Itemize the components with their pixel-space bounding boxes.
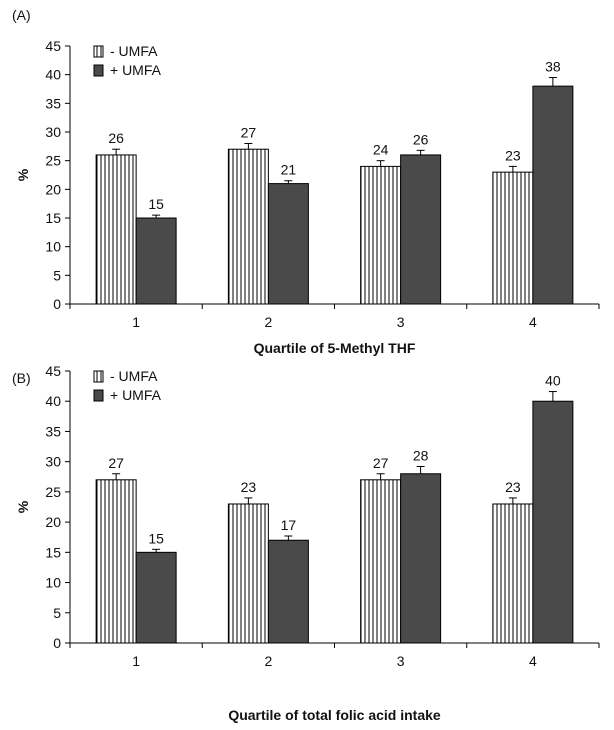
y-tick-label: 15 <box>45 210 61 226</box>
panel-label: (B) <box>12 370 31 386</box>
bar-minus-umfa <box>95 479 137 644</box>
bar-value-label: 40 <box>545 373 561 389</box>
legend-swatch <box>93 45 104 58</box>
x-tick-label: 2 <box>264 314 272 330</box>
y-axis-title: % <box>15 500 31 513</box>
x-tick-label: 3 <box>397 653 405 669</box>
bar-minus-umfa <box>227 148 269 305</box>
legend-label: - UMFA <box>110 368 158 384</box>
x-tick-label: 2 <box>264 653 272 669</box>
y-tick-label: 0 <box>53 296 61 312</box>
bar-plus-umfa <box>135 217 177 305</box>
y-tick-label: 45 <box>45 363 61 379</box>
y-tick-label: 30 <box>45 454 61 470</box>
bar-value-label: 28 <box>413 448 429 464</box>
bar-value-label: 21 <box>281 162 297 178</box>
y-tick-label: 15 <box>45 544 61 560</box>
bar-plus-umfa <box>532 400 574 644</box>
bar-plus-umfa <box>532 85 574 305</box>
bar-value-label: 15 <box>148 196 164 212</box>
y-tick-label: 20 <box>45 514 61 530</box>
bar-minus-umfa <box>360 165 402 305</box>
legend-label: + UMFA <box>110 387 162 403</box>
bar-value-label: 23 <box>505 479 521 495</box>
y-tick-label: 35 <box>45 423 61 439</box>
x-tick-label: 4 <box>529 653 537 669</box>
bar-value-label: 27 <box>108 455 124 471</box>
bar-plus-umfa <box>267 183 309 305</box>
bar-value-label: 26 <box>108 130 124 146</box>
y-tick-label: 20 <box>45 181 61 197</box>
panel-label: (A) <box>12 7 31 23</box>
bar-minus-umfa <box>227 503 269 644</box>
bar-plus-umfa <box>135 551 177 644</box>
x-tick-label: 1 <box>132 653 140 669</box>
legend-label: + UMFA <box>110 62 162 78</box>
bar-plus-umfa <box>400 473 442 644</box>
bar-value-label: 15 <box>148 530 164 546</box>
bar-value-label: 23 <box>241 479 257 495</box>
y-tick-label: 25 <box>45 153 61 169</box>
bar-value-label: 23 <box>505 147 521 163</box>
legend-swatch <box>93 370 104 383</box>
y-tick-label: 45 <box>45 38 61 54</box>
bar-plus-umfa <box>400 154 442 305</box>
bar-value-label: 27 <box>241 124 257 140</box>
y-tick-label: 5 <box>53 267 61 283</box>
bar-minus-umfa <box>95 154 137 305</box>
bar-value-label: 17 <box>281 517 297 533</box>
bar-minus-umfa <box>360 479 402 644</box>
y-tick-label: 35 <box>45 95 61 111</box>
y-tick-label: 40 <box>45 393 61 409</box>
y-tick-label: 25 <box>45 484 61 500</box>
x-tick-label: 1 <box>132 314 140 330</box>
legend-swatch <box>93 389 104 402</box>
y-tick-label: 10 <box>45 239 61 255</box>
legend-swatch <box>93 64 104 77</box>
bar-value-label: 26 <box>413 131 429 147</box>
y-tick-label: 40 <box>45 67 61 83</box>
x-axis-title: Quartile of 5-Methyl THF <box>254 340 416 356</box>
y-tick-label: 10 <box>45 575 61 591</box>
bar-value-label: 27 <box>373 455 389 471</box>
x-axis-title: Quartile of total folic acid intake <box>228 707 441 723</box>
bar-plus-umfa <box>267 539 309 644</box>
x-tick-label: 3 <box>397 314 405 330</box>
bar-minus-umfa <box>492 503 534 644</box>
bar-value-label: 38 <box>545 59 561 75</box>
y-tick-label: 30 <box>45 124 61 140</box>
x-tick-label: 4 <box>529 314 537 330</box>
y-axis-title: % <box>15 168 31 181</box>
y-tick-label: 0 <box>53 635 61 651</box>
bar-value-label: 24 <box>373 142 389 158</box>
y-tick-label: 5 <box>53 605 61 621</box>
legend-label: - UMFA <box>110 43 158 59</box>
bar-minus-umfa <box>492 171 534 305</box>
